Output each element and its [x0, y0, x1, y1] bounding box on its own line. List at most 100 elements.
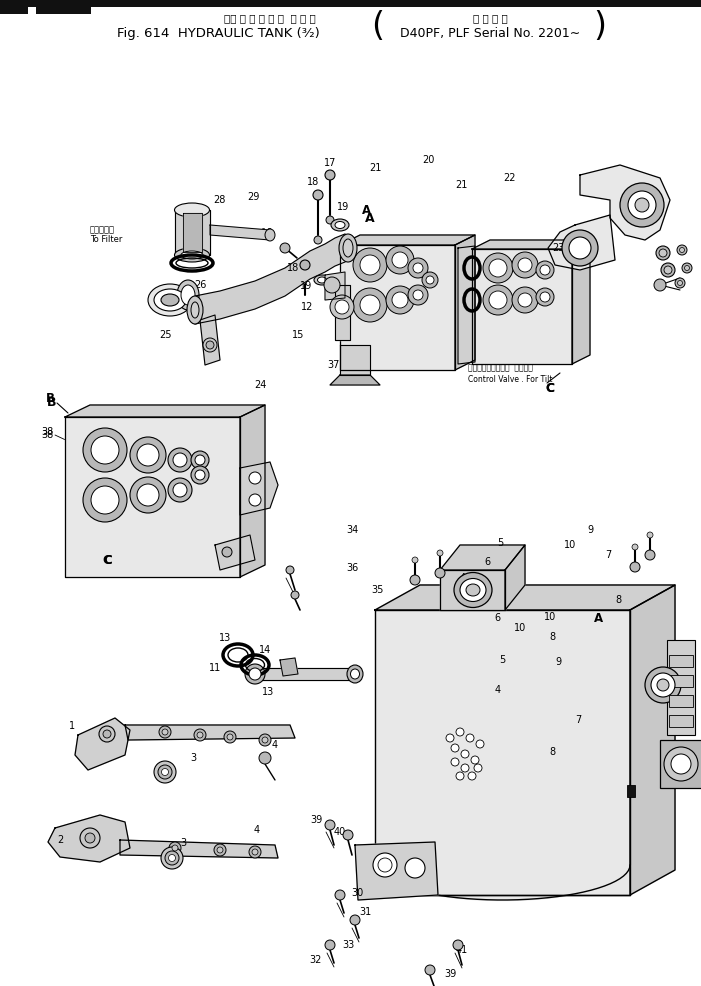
- Circle shape: [195, 455, 205, 465]
- Text: 36: 36: [346, 563, 358, 573]
- Circle shape: [518, 258, 532, 272]
- Circle shape: [103, 730, 111, 738]
- Circle shape: [168, 855, 175, 862]
- Text: 12: 12: [301, 302, 313, 312]
- Text: B: B: [46, 391, 55, 404]
- Circle shape: [456, 772, 464, 780]
- Circle shape: [343, 830, 353, 840]
- Circle shape: [412, 557, 418, 563]
- Circle shape: [353, 288, 387, 322]
- Polygon shape: [330, 375, 380, 385]
- Ellipse shape: [335, 222, 345, 229]
- Circle shape: [280, 243, 290, 253]
- Bar: [0, 0, 701, 7]
- Circle shape: [165, 851, 179, 865]
- Circle shape: [137, 484, 159, 506]
- Circle shape: [466, 734, 474, 742]
- Text: 5: 5: [499, 655, 505, 665]
- Circle shape: [259, 734, 271, 746]
- Ellipse shape: [154, 289, 186, 311]
- Circle shape: [91, 436, 119, 464]
- Bar: [667, 640, 695, 735]
- Circle shape: [461, 750, 469, 758]
- Circle shape: [203, 338, 217, 352]
- Circle shape: [83, 478, 127, 522]
- Circle shape: [677, 280, 683, 286]
- Circle shape: [657, 679, 669, 691]
- Text: フィルタヘ: フィルタヘ: [90, 226, 115, 235]
- Ellipse shape: [460, 579, 486, 601]
- Circle shape: [330, 295, 354, 319]
- Circle shape: [645, 550, 655, 560]
- Circle shape: [536, 261, 554, 279]
- Text: 23: 23: [552, 243, 564, 253]
- Text: C: C: [104, 553, 112, 567]
- Polygon shape: [183, 213, 202, 252]
- Circle shape: [659, 249, 667, 257]
- Text: ): ): [594, 10, 606, 42]
- Text: 26: 26: [193, 280, 206, 290]
- Ellipse shape: [187, 296, 203, 324]
- Circle shape: [360, 295, 380, 315]
- Circle shape: [224, 731, 236, 743]
- Polygon shape: [200, 315, 220, 365]
- Text: 3: 3: [180, 838, 186, 848]
- Circle shape: [130, 437, 166, 473]
- Circle shape: [373, 853, 397, 877]
- Text: 5: 5: [497, 538, 503, 548]
- Ellipse shape: [249, 668, 261, 680]
- Text: 3: 3: [190, 753, 196, 763]
- Circle shape: [191, 451, 209, 469]
- Circle shape: [408, 258, 428, 278]
- Text: 39: 39: [310, 815, 322, 825]
- Circle shape: [453, 940, 463, 950]
- Circle shape: [489, 291, 507, 309]
- Text: 39: 39: [444, 969, 456, 979]
- Circle shape: [628, 191, 656, 219]
- Ellipse shape: [314, 275, 330, 285]
- Polygon shape: [280, 658, 298, 676]
- Circle shape: [675, 278, 685, 288]
- Polygon shape: [195, 234, 345, 324]
- Text: 4: 4: [495, 685, 501, 695]
- Text: 13: 13: [262, 687, 274, 697]
- Text: 21: 21: [369, 163, 381, 173]
- Circle shape: [172, 845, 178, 851]
- Circle shape: [335, 890, 345, 900]
- Circle shape: [249, 472, 261, 484]
- Text: 2: 2: [57, 835, 63, 845]
- Polygon shape: [505, 545, 525, 610]
- Circle shape: [360, 255, 380, 275]
- Text: 14: 14: [257, 673, 269, 683]
- Text: 32: 32: [310, 955, 322, 965]
- Circle shape: [154, 761, 176, 783]
- Circle shape: [562, 230, 598, 266]
- Polygon shape: [630, 585, 675, 895]
- Circle shape: [410, 575, 420, 585]
- Text: C: C: [102, 553, 111, 567]
- Polygon shape: [375, 610, 630, 895]
- Text: 25: 25: [158, 330, 171, 340]
- Ellipse shape: [245, 664, 265, 684]
- Circle shape: [422, 272, 438, 288]
- Circle shape: [656, 246, 670, 260]
- Text: 8: 8: [615, 595, 621, 605]
- Text: 6: 6: [494, 613, 500, 623]
- Circle shape: [137, 444, 159, 466]
- Text: 16: 16: [261, 228, 273, 238]
- Polygon shape: [440, 545, 525, 570]
- Circle shape: [425, 965, 435, 975]
- Text: 34: 34: [346, 525, 358, 535]
- Circle shape: [474, 764, 482, 772]
- Text: C: C: [545, 382, 554, 394]
- Circle shape: [158, 765, 172, 779]
- Circle shape: [217, 847, 223, 853]
- Circle shape: [630, 562, 640, 572]
- Circle shape: [661, 263, 675, 277]
- Text: 7: 7: [605, 550, 611, 560]
- Text: 18: 18: [287, 263, 299, 273]
- Circle shape: [671, 754, 691, 774]
- Bar: [36, 7, 91, 14]
- Circle shape: [645, 667, 681, 703]
- Text: 28: 28: [213, 195, 225, 205]
